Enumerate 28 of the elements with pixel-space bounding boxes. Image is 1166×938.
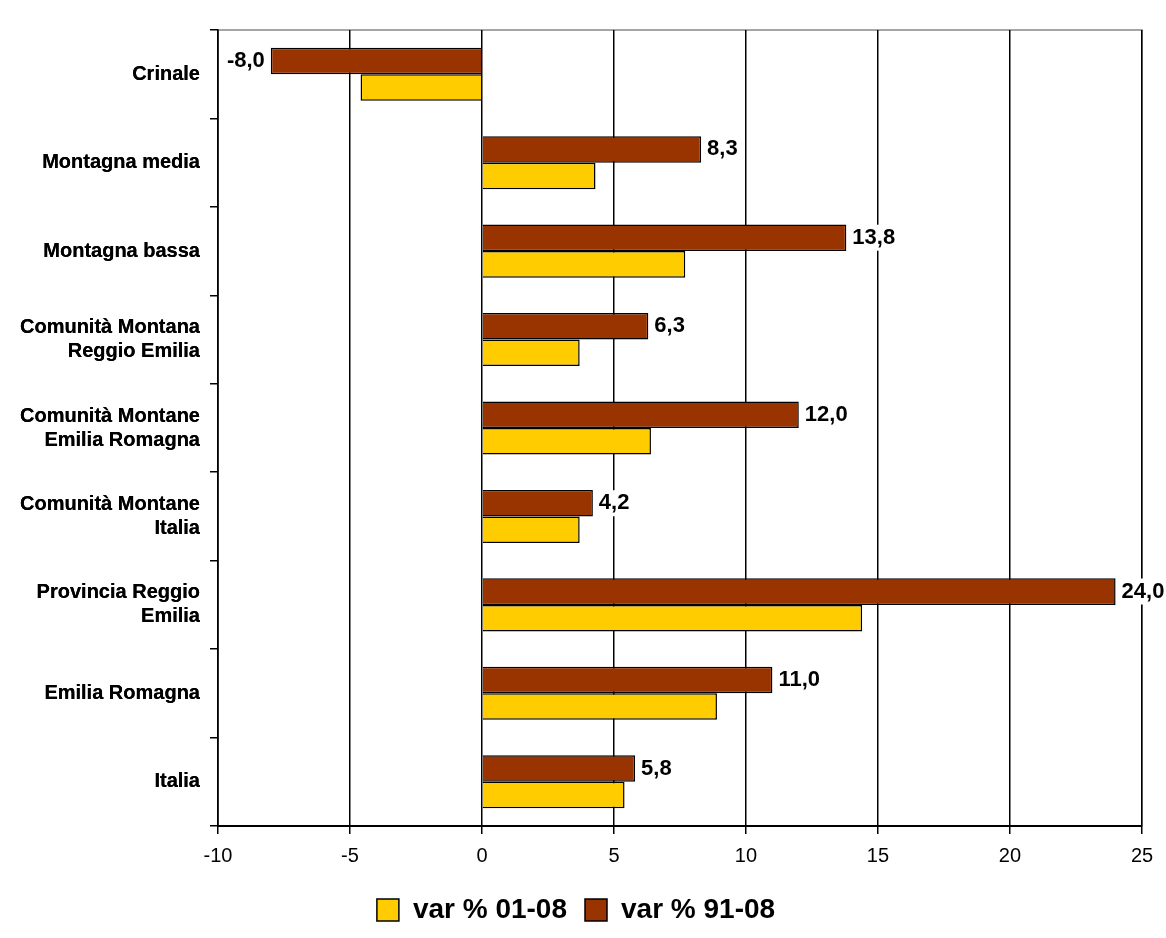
x-tick-label: 10 xyxy=(734,843,758,866)
x-tick-label: 5 xyxy=(608,843,620,866)
data-label: 5,8 xyxy=(641,754,672,780)
x-tick-label: 0 xyxy=(476,843,488,866)
data-label: 8,3 xyxy=(707,135,738,161)
y-tick-label: Montagna media xyxy=(42,150,201,173)
y-tick-label: Crinale xyxy=(132,61,200,84)
y-tick-label: Comunità Montana Reggio Emilia xyxy=(19,315,201,362)
data-label: 24,0 xyxy=(1121,577,1165,603)
y-tick-label: Provincia Reggio Emilia xyxy=(36,580,201,627)
y-tick-label: Montagna bassa xyxy=(43,238,201,261)
data-label: 11,0 xyxy=(778,666,821,692)
y-tick-label: Comunità Montane Italia xyxy=(19,491,201,538)
data-label: -8,0 xyxy=(226,47,265,73)
y-tick-label: Italia xyxy=(154,769,201,792)
data-label: 4,2 xyxy=(598,489,630,515)
x-tick-label: 15 xyxy=(866,843,890,866)
data-label: 12,0 xyxy=(804,400,848,426)
data-label: 13,8 xyxy=(852,223,896,249)
y-tick-label: Comunità Montane Emilia Romagna xyxy=(19,403,201,450)
legend-label: var % 91-08 xyxy=(621,892,776,924)
x-tick-label: -5 xyxy=(341,843,359,866)
y-tick-label: Emilia Romagna xyxy=(44,680,201,703)
legend-label: var % 01-08 xyxy=(412,892,567,924)
x-tick-label: -10 xyxy=(203,843,233,866)
x-tick-label: 20 xyxy=(998,843,1022,866)
x-tick-label: 25 xyxy=(1130,843,1154,866)
data-label: 6,3 xyxy=(654,312,685,338)
